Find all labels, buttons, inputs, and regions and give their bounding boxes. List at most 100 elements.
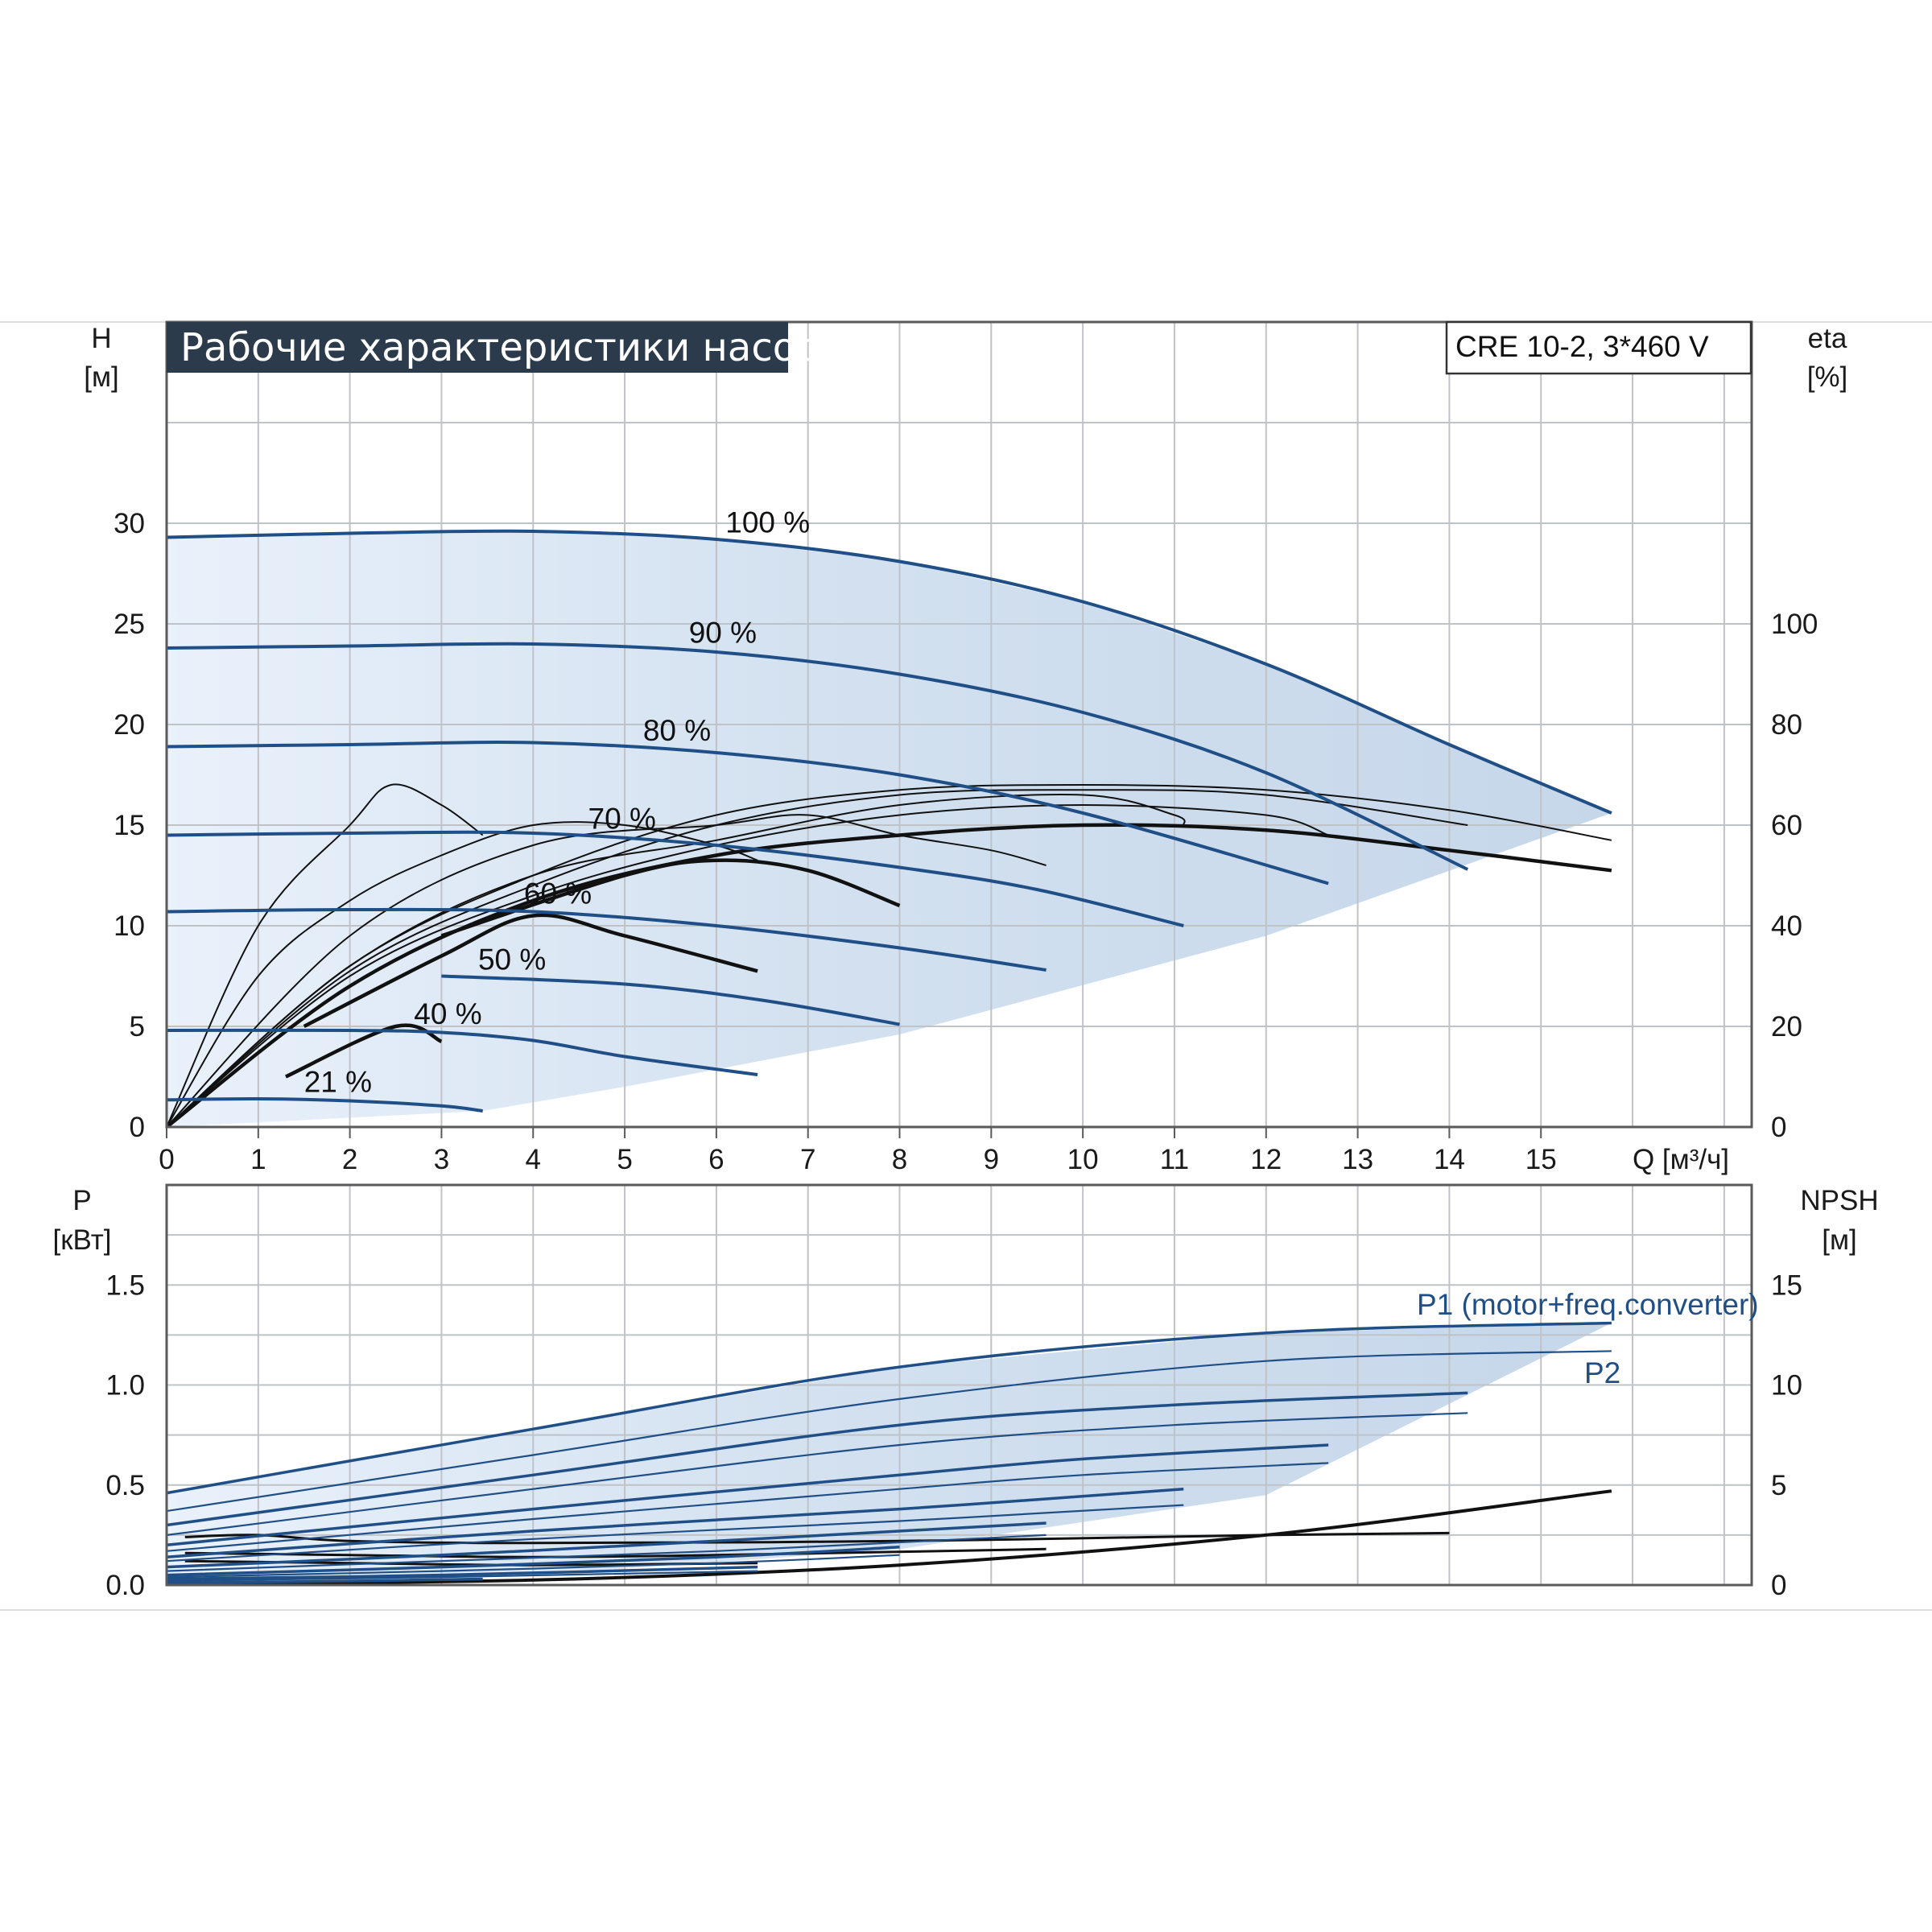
y-left-tick-label: 1.0: [105, 1370, 145, 1402]
x-tick-label: 10: [1067, 1144, 1099, 1175]
y-left-tick-label: 5: [130, 1011, 145, 1042]
power-curve: [167, 1321, 1612, 1495]
y-right-tick-label: 100: [1771, 609, 1818, 640]
efficiency-curve: [167, 803, 1329, 1127]
efficiency-curve-bold: [285, 1023, 443, 1079]
head-curves: [167, 529, 1612, 1127]
y-left-tick-label: 0: [130, 1112, 145, 1143]
y-left-tick-label: 10: [114, 910, 145, 942]
model-box: [1445, 320, 1752, 375]
power-curve: [167, 1565, 758, 1581]
head-curve-label: 100 %: [725, 506, 810, 539]
power-curve: [167, 1546, 900, 1577]
power-curve: [167, 1504, 1184, 1563]
y-left-unit-m: [м]: [84, 361, 119, 393]
power-curve: [167, 1462, 1329, 1552]
y-right-tick-label: 0: [1771, 1112, 1786, 1143]
head-curve-labels: 100 % 90 % 80 % 70 % 60 % 50 % 40 % 21 %: [304, 506, 810, 1098]
y-right-tick-label: 5: [1771, 1470, 1786, 1501]
x-tick-label: 11: [1160, 1144, 1189, 1175]
power-curve: [167, 1570, 758, 1583]
y-left-tick-label: 1.5: [105, 1269, 145, 1301]
power-curve: [167, 1577, 483, 1585]
p2-series-label: P2: [1584, 1356, 1620, 1389]
y-right-tick-label: 10: [1771, 1370, 1802, 1402]
y-left-tick-label: 15: [114, 810, 145, 841]
p1-series-label: P1 (motor+freq.converter): [1417, 1288, 1759, 1321]
y-right-tick-label: 20: [1771, 1011, 1802, 1042]
power-curve: [167, 1554, 900, 1579]
y-right-label-eta: eta: [1808, 323, 1847, 354]
x-tick-label: 4: [526, 1144, 541, 1175]
power-curve: [167, 1521, 1046, 1569]
x-tick-label: 2: [342, 1144, 357, 1175]
y-right-label-npsh: NPSH: [1800, 1185, 1878, 1216]
y-right-unit-m: [м]: [1822, 1224, 1857, 1256]
efficiency-curve-bold: [167, 823, 1612, 1127]
x-tick-label: 15: [1525, 1144, 1557, 1175]
y-left-tick-label: 25: [114, 609, 145, 640]
efficiency-curve: [167, 783, 1612, 1127]
power-curve: [167, 1443, 1329, 1547]
efficiency-curve-bold: [440, 858, 901, 938]
head-curve-label: 90 %: [689, 617, 757, 650]
y-left-label-h: H: [91, 323, 111, 354]
head-curve: [167, 741, 1329, 886]
power-plot-frame: [165, 1183, 1753, 1587]
power-curve: [167, 1391, 1468, 1527]
model-label: CRE 10-2, 3*460 V: [1455, 330, 1709, 363]
power-curves: [167, 1321, 1612, 1585]
chart-title: Рабочие характеристики насоса: [180, 325, 841, 370]
head-curve: [167, 907, 1046, 972]
y-left-unit-kw: [кВт]: [53, 1224, 112, 1256]
x-tick-label: 3: [434, 1144, 449, 1175]
power-panel: 0.0 0.5 1.0 1.5 0 5 10 15 P1 (motor+freq.conver…: [53, 1183, 1879, 1601]
efficiency-curve: [167, 814, 1046, 1127]
head-curve: [441, 974, 900, 1026]
head-curve: [167, 642, 1469, 871]
x-tick-label: 1: [250, 1144, 266, 1175]
power-curve: [167, 1487, 1184, 1558]
head-curve-label: 70 %: [588, 803, 656, 836]
x-tick-label: 0: [159, 1144, 174, 1175]
x-axis-label: Q [м³/ч]: [1633, 1144, 1729, 1175]
x-tick-label: 14: [1434, 1144, 1465, 1175]
efficiency-curve-bold: [303, 913, 758, 1029]
y-right-tick-label: 60: [1771, 810, 1802, 841]
x-tick-label: 8: [892, 1144, 907, 1175]
x-tick-label: 12: [1250, 1144, 1282, 1175]
x-tick-label: 6: [708, 1144, 724, 1175]
y-right-tick-label: 80: [1771, 709, 1802, 741]
y-right-tick-label: 15: [1771, 1269, 1802, 1301]
head-curve-label: 80 %: [643, 714, 711, 747]
head-grid: [167, 322, 1752, 1127]
x-tick-label: 9: [984, 1144, 999, 1175]
y-left-label-p: P: [72, 1185, 91, 1216]
npsh-curve: [167, 1489, 1612, 1585]
chart-title-box: [167, 322, 788, 373]
y-left-tick-label: 0.5: [105, 1470, 145, 1501]
x-tick-label: 5: [617, 1144, 632, 1175]
y-left-tick-label: 0.0: [105, 1570, 145, 1601]
head-curve: [167, 529, 1612, 815]
power-axis-ticks: 0.0 0.5 1.0 1.5 0 5 10 15: [105, 1269, 1802, 1601]
head-curve-label: 50 %: [478, 943, 546, 976]
y-left-tick-label: 30: [114, 508, 145, 539]
power-curve: [167, 1412, 1468, 1536]
head-curve: [167, 1096, 483, 1113]
head-plot-frame: [165, 320, 1753, 1129]
x-tick-label: 13: [1342, 1144, 1373, 1175]
y-right-tick-label: 0: [1771, 1570, 1786, 1601]
efficiency-curve: [167, 783, 484, 1127]
x-tick-label: 7: [800, 1144, 815, 1175]
y-right-tick-label: 40: [1771, 910, 1802, 942]
head-curve-label: 40 %: [414, 997, 481, 1030]
efficiency-curve: [167, 789, 1468, 1127]
head-curve: [167, 830, 1184, 927]
power-curve: [167, 1534, 1046, 1572]
head-curve: [167, 1028, 758, 1076]
head-curve-label: 60 %: [524, 877, 592, 910]
